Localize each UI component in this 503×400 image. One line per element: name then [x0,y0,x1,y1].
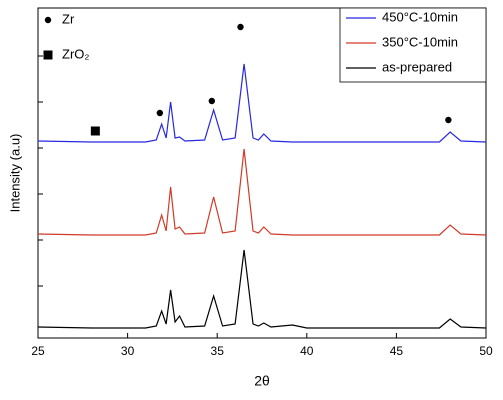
x-tick-label: 30 [121,344,135,358]
series-line [37,63,487,143]
x-tick-label: 45 [390,344,404,358]
x-tick-label: 50 [479,344,493,358]
marker-key [43,50,53,60]
legend-label: 350°C-10min [382,34,458,49]
marker [237,23,244,31]
x-axis-label: 2θ [254,373,270,389]
x-tick-label: 35 [211,344,225,358]
y-axis-label: Intensity (a.u) [7,134,22,213]
marker [90,126,100,136]
marker [156,109,164,117]
marker [208,97,216,105]
marker [445,116,452,124]
series-line [37,148,487,236]
series-line [37,249,487,329]
plot-frame [37,7,487,339]
x-tick-label: 40 [300,344,314,358]
marker-label: Zr [62,11,75,26]
legend-box [339,7,487,83]
x-tick-label: 25 [31,344,45,358]
marker-label: ZrO₂ [62,46,89,61]
legend-label: as-prepared [382,59,452,74]
marker-key [44,16,52,24]
legend-label: 450°C-10min [382,9,458,24]
